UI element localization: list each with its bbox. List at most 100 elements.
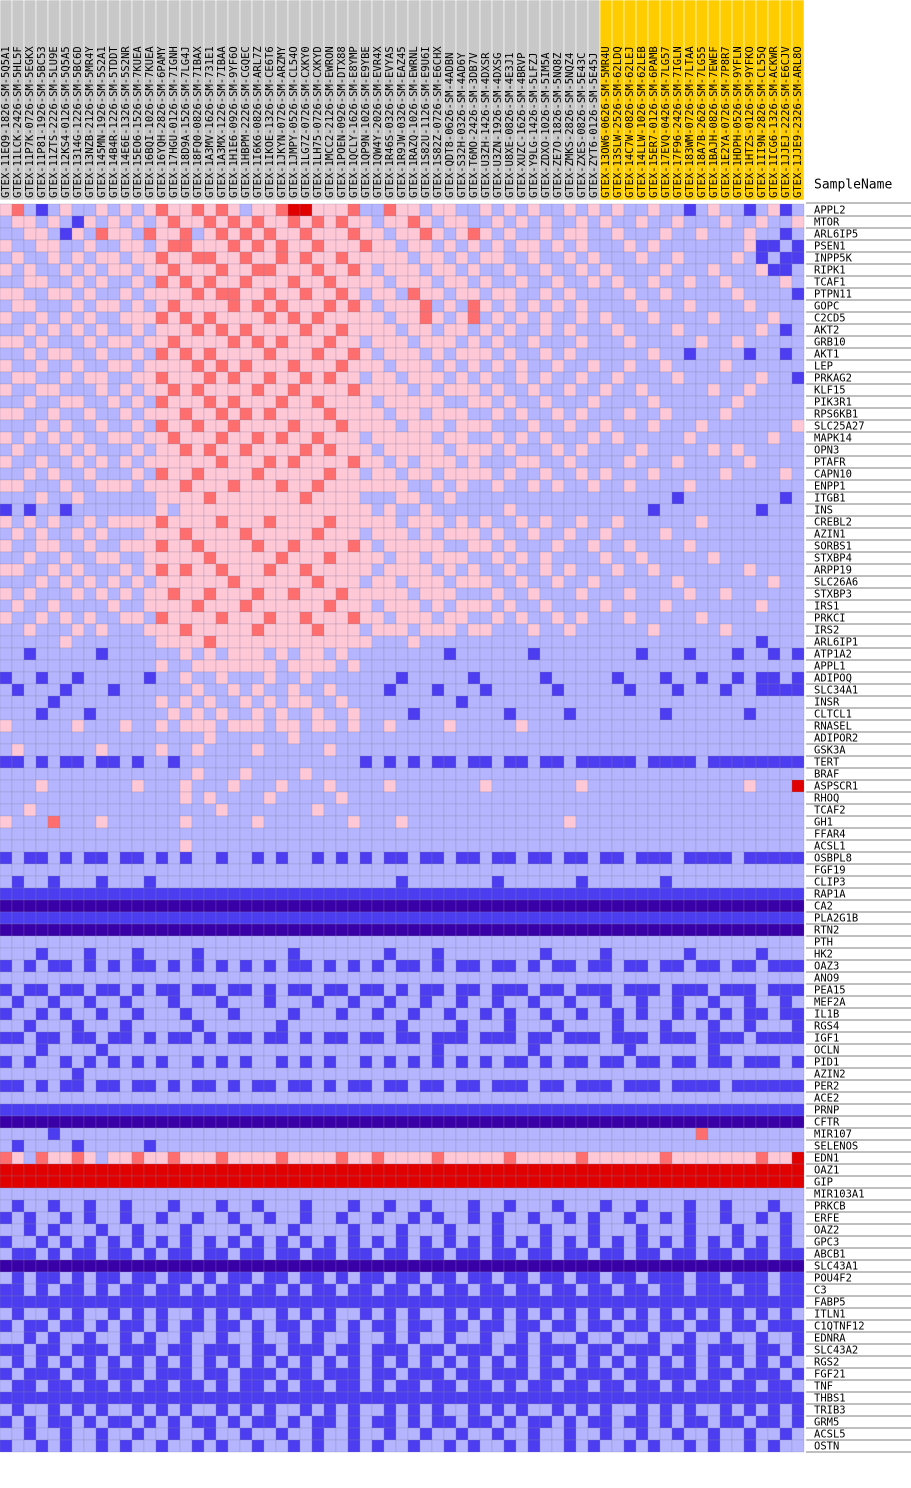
heatmap-cell [671, 275, 685, 289]
heatmap-cell [203, 923, 217, 937]
heatmap-cell [275, 1067, 289, 1081]
heatmap-cell [11, 227, 25, 241]
heatmap-cell [455, 803, 469, 817]
heatmap-cell [215, 815, 229, 829]
heatmap-cell [455, 527, 469, 541]
heatmap-cell [575, 527, 589, 541]
heatmap-cell [167, 515, 181, 529]
heatmap-cell [83, 335, 97, 349]
heatmap-cell [455, 1055, 469, 1069]
sample-label: GTEX-U3ZN-1926-SM-4DXSG [492, 53, 504, 198]
heatmap-cell [335, 635, 349, 649]
heatmap-cell [515, 407, 529, 421]
heatmap-cell [11, 899, 25, 913]
heatmap-cell [11, 287, 25, 301]
heatmap-cell [755, 563, 769, 577]
heatmap-cell [611, 467, 625, 481]
heatmap-cell [455, 911, 469, 925]
heatmap-cell [455, 599, 469, 613]
heatmap-cell [455, 731, 469, 745]
heatmap-cell [755, 323, 769, 337]
heatmap-cell [371, 443, 385, 457]
heatmap-cell [215, 323, 229, 337]
heatmap-cell [707, 1031, 721, 1045]
heatmap-cell [275, 539, 289, 553]
heatmap-cell [263, 659, 277, 673]
heatmap-cell [299, 611, 313, 625]
heatmap-cell [191, 971, 205, 985]
heatmap-cell [515, 1007, 529, 1021]
heatmap-cell [11, 203, 25, 217]
heatmap-cell [359, 911, 373, 925]
heatmap-cell [527, 719, 541, 733]
heatmap-cell [443, 863, 457, 877]
heatmap-cell [71, 419, 85, 433]
heatmap-cell [779, 839, 793, 853]
heatmap-cell [743, 947, 757, 961]
heatmap-cell [671, 695, 685, 709]
heatmap-cell [539, 971, 553, 985]
heatmap-cell [383, 551, 397, 565]
heatmap-cell [647, 227, 661, 241]
heatmap-cell [467, 659, 481, 673]
heatmap-cell [287, 323, 301, 337]
heatmap-cell [587, 935, 601, 949]
heatmap-cell [647, 983, 661, 997]
heatmap-cell [311, 443, 325, 457]
heatmap-cell [215, 503, 229, 517]
heatmap-cell [347, 479, 361, 493]
heatmap-cell [287, 491, 301, 505]
heatmap-cell [515, 395, 529, 409]
heatmap-cell [0, 707, 13, 721]
heatmap-cell [35, 491, 49, 505]
heatmap-cell [623, 419, 637, 433]
heatmap-cell [599, 743, 613, 757]
heatmap-cell [443, 851, 457, 865]
heatmap-cell [359, 767, 373, 781]
heatmap-cell [0, 959, 13, 973]
heatmap-cell [539, 455, 553, 469]
heatmap-cell [479, 995, 493, 1009]
heatmap-cell [83, 923, 97, 937]
heatmap-cell [791, 1055, 805, 1069]
heatmap-cell [467, 311, 481, 325]
heatmap-cell [287, 515, 301, 529]
heatmap-cell [131, 911, 145, 925]
heatmap-cell [23, 359, 37, 373]
heatmap-cell [419, 395, 433, 409]
heatmap-cell [155, 707, 169, 721]
sample-label: GTEX-17HGU-0126-SM-7IGNH [168, 46, 180, 198]
heatmap-cell [191, 755, 205, 769]
sample-label: GTEX-13SLW-2526-SM-62LDQ [612, 46, 624, 198]
heatmap-cell [731, 563, 745, 577]
heatmap-cell [503, 611, 517, 625]
heatmap-cell [587, 599, 601, 613]
heatmap-cell [767, 899, 781, 913]
heatmap-cell [383, 407, 397, 421]
heatmap-cell [35, 995, 49, 1009]
heatmap-cell [779, 359, 793, 373]
heatmap-cell [659, 731, 673, 745]
heatmap-cell [131, 815, 145, 829]
heatmap-cell [707, 767, 721, 781]
heatmap-cell [23, 647, 37, 661]
heatmap-cell [527, 215, 541, 229]
heatmap-cell [467, 839, 481, 853]
heatmap-cell [155, 515, 169, 529]
heatmap-cell [671, 347, 685, 361]
heatmap-cell [155, 911, 169, 925]
heatmap-cell [335, 707, 349, 721]
heatmap-cell [743, 983, 757, 997]
heatmap-cell [335, 1031, 349, 1045]
heatmap-cell [167, 431, 181, 445]
heatmap-cell [287, 575, 301, 589]
heatmap-cell [131, 563, 145, 577]
heatmap-cell [167, 287, 181, 301]
heatmap-cell [143, 755, 157, 769]
heatmap-cell [467, 1007, 481, 1021]
heatmap-cell [419, 539, 433, 553]
heatmap-cell [707, 359, 721, 373]
heatmap-cell [23, 455, 37, 469]
heatmap-cell [239, 551, 253, 565]
heatmap-cell [707, 587, 721, 601]
